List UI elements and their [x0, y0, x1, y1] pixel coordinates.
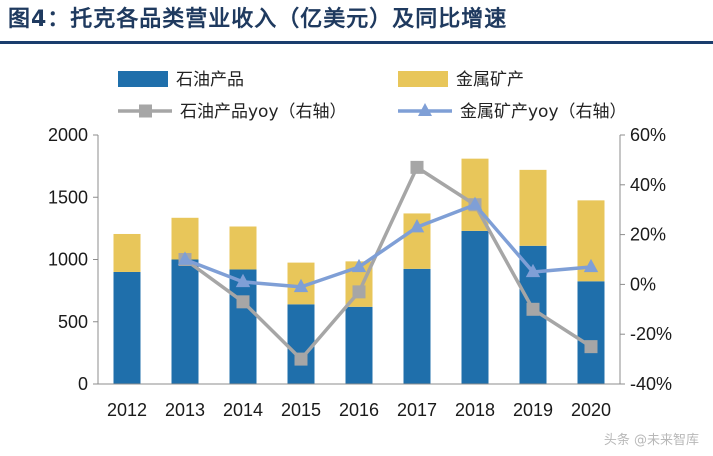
bar-metal-2019	[519, 169, 547, 246]
bar-oil-2013	[171, 259, 199, 384]
left-tick-label: 500	[58, 312, 88, 332]
legend-label: 石油产品yoy（右轴）	[180, 102, 347, 122]
right-tick-label: -40%	[630, 374, 672, 394]
left-tick-label: 1500	[48, 187, 88, 207]
left-tick-label: 2000	[48, 125, 88, 145]
metal-yoy-point	[293, 278, 309, 293]
x-tick-label: 2014	[223, 400, 263, 420]
bar-oil-2015	[287, 304, 315, 384]
legend-swatch	[118, 71, 168, 87]
bar-metal-2012	[113, 233, 141, 272]
oil-yoy-point	[294, 352, 308, 366]
left-tick-label: 1000	[48, 250, 88, 270]
x-tick-label: 2013	[165, 400, 205, 420]
metal-yoy-point	[351, 258, 367, 273]
legend-swatch	[398, 71, 448, 87]
legend-marker	[418, 103, 432, 116]
bar-oil-2017	[403, 268, 431, 384]
legend-marker	[139, 104, 152, 118]
x-tick-label: 2017	[397, 400, 437, 420]
x-tick-label: 2020	[571, 400, 611, 420]
x-tick-label: 2012	[107, 400, 147, 420]
metal-yoy-point	[235, 273, 251, 288]
right-tick-label: 40%	[630, 175, 666, 195]
legend-label: 石油产品	[176, 70, 244, 90]
bar-oil-2012	[113, 271, 141, 384]
x-axis-ticks: 2012 2013 2014 2015 2016 2017 2018 2019 2020	[107, 400, 611, 420]
title-divider	[0, 41, 713, 44]
legend-label: 金属矿产	[456, 70, 524, 90]
metal-yoy-point	[583, 258, 599, 273]
left-tick-label: 0	[78, 374, 88, 394]
chart-title: 图4：托克各品类营业收入（亿美元）及同比增速	[8, 7, 508, 32]
metal-yoy-point	[409, 219, 425, 233]
axes	[97, 135, 621, 385]
bar-oil-2014	[229, 269, 257, 384]
oil-yoy-point	[352, 285, 366, 299]
left-axis-ticks: 0 500 1000 1500 2000	[48, 125, 98, 394]
oil-yoy-point	[584, 340, 598, 354]
x-tick-label: 2015	[281, 400, 321, 420]
metal-yoy-point	[177, 251, 193, 265]
metal-yoy-line	[184, 202, 592, 289]
right-tick-label: 0%	[630, 274, 656, 294]
oil-yoy-line	[183, 165, 592, 361]
line-series	[177, 160, 599, 366]
oil-yoy-point	[526, 302, 540, 316]
x-tick-label: 2016	[339, 400, 379, 420]
x-tick-label: 2018	[455, 400, 495, 420]
x-tick-label: 2019	[513, 400, 553, 420]
metal-yoy-point	[525, 263, 541, 278]
bar-metal-2014	[229, 226, 257, 270]
right-tick-label: -20%	[630, 324, 672, 344]
right-tick-label: 60%	[630, 125, 666, 145]
bar-oil-2020	[577, 281, 605, 384]
oil-yoy-point	[236, 295, 250, 309]
bar-oil-2016	[345, 306, 373, 384]
legend-label: 金属矿产yoy（右轴）	[460, 102, 627, 122]
right-axis-ticks: -40% -20% 0% 20% 40% 60%	[620, 125, 672, 394]
oil-yoy-point	[410, 160, 424, 174]
watermark: 头条 @未来智库	[603, 433, 699, 448]
bar-oil-2018	[461, 230, 489, 384]
right-tick-label: 20%	[630, 225, 666, 245]
metal-yoy-point	[467, 196, 483, 210]
